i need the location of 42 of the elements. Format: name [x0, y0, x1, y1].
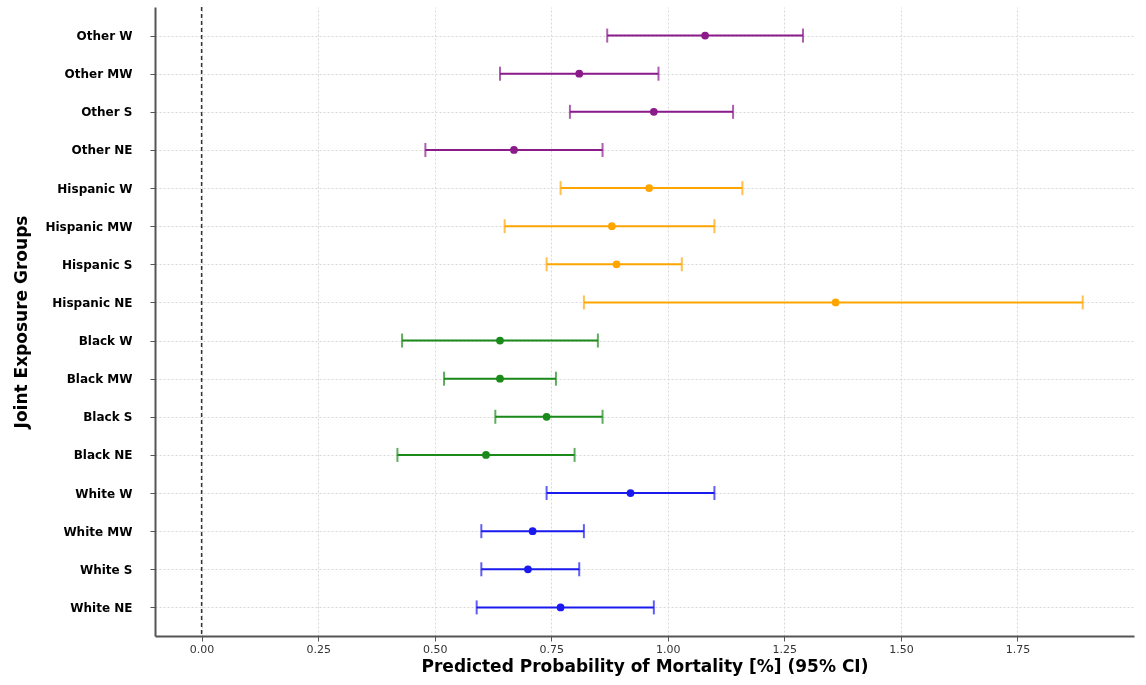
x-tick-label: 0.50: [422, 642, 448, 656]
point: [556, 603, 565, 612]
point: [649, 107, 658, 116]
point: [542, 412, 551, 421]
y-tick-label: Other NE: [71, 143, 133, 158]
point: [528, 527, 537, 536]
y-tick-label: White S: [79, 562, 133, 577]
y-tick-label: Hispanic W: [57, 181, 133, 196]
y-axis-title: Joint Exposure Groups: [11, 215, 32, 430]
x-tick-label: 0.25: [306, 642, 331, 656]
y-tick-label: Black NE: [73, 448, 133, 463]
x-tick-label: 1.50: [889, 642, 914, 656]
point: [524, 565, 532, 574]
x-tick-label: 0.00: [189, 642, 215, 656]
point: [612, 260, 621, 269]
point: [496, 374, 504, 383]
y-tick-label: Other S: [81, 105, 133, 120]
x-tick-label: 1.00: [656, 642, 681, 656]
x-axis-title: Predicted Probability of Mortality [%] (95% CI): [421, 655, 869, 676]
y-tick-label: Hispanic S: [61, 257, 133, 272]
y-tick-label: White MW: [63, 524, 133, 539]
point: [510, 146, 518, 154]
point: [831, 298, 840, 307]
x-tick-label: 1.25: [772, 642, 798, 656]
y-tick-label: Hispanic NE: [52, 295, 133, 310]
point: [496, 336, 504, 345]
y-tick-label: Black S: [83, 410, 133, 425]
y-tick-label: Other W: [76, 29, 133, 44]
point: [607, 222, 616, 231]
y-tick-label: White W: [75, 486, 133, 501]
y-tick-label: White NE: [70, 600, 133, 615]
y-tick-label: Hispanic MW: [45, 219, 133, 234]
x-tick-label: 1.75: [1005, 642, 1031, 656]
y-tick-label: Other MW: [64, 67, 133, 82]
point: [482, 451, 490, 459]
y-tick-label: Black MW: [66, 372, 133, 387]
point: [626, 489, 635, 497]
point: [645, 184, 654, 192]
x-tick-label: 0.75: [539, 642, 565, 656]
point: [701, 31, 709, 40]
y-tick-label: Black W: [78, 334, 133, 349]
point: [575, 69, 584, 78]
